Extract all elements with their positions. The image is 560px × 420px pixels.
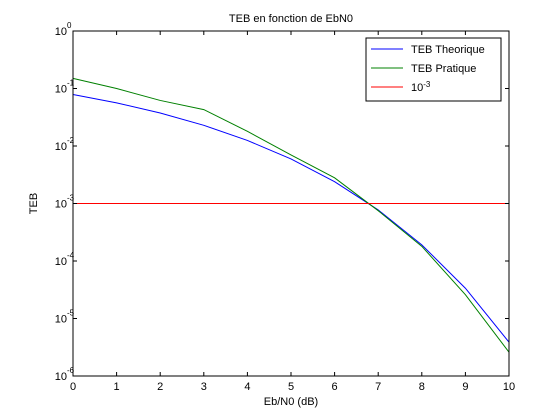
legend-label-exponent: -3 xyxy=(423,80,431,89)
x-tick-label: 7 xyxy=(375,381,381,393)
chart-title: TEB en fonction de EbN0 xyxy=(229,13,353,25)
x-tick-label: 4 xyxy=(244,381,250,393)
series-line-0 xyxy=(72,94,510,343)
y-tick-label: 10 xyxy=(55,314,67,326)
y-tick-exponent: -3 xyxy=(67,194,75,203)
y-tick-label: 10 xyxy=(55,371,67,383)
y-tick-label: 10 xyxy=(55,84,67,96)
x-tick-label: 0 xyxy=(70,381,76,393)
series-layer xyxy=(72,77,510,353)
y-tick-exponent: 0 xyxy=(67,21,72,30)
y-tick-exponent: -1 xyxy=(67,79,75,88)
x-tick-label: 9 xyxy=(462,381,468,393)
x-tick-label: 6 xyxy=(332,381,338,393)
y-tick-exponent: -4 xyxy=(67,251,75,260)
y-tick-label: 10 xyxy=(55,199,67,211)
y-axis-title: TEB xyxy=(28,193,40,214)
x-tick-label: 1 xyxy=(114,381,120,393)
x-tick-label: 8 xyxy=(419,381,425,393)
x-tick-label: 10 xyxy=(503,381,515,393)
y-tick-exponent: -5 xyxy=(67,309,75,318)
legend-label-1: TEB Pratique xyxy=(411,63,476,75)
y-tick-exponent: -2 xyxy=(67,136,75,145)
series-line-1 xyxy=(72,77,510,353)
y-tick-label: 10 xyxy=(55,26,67,38)
x-tick-label: 5 xyxy=(288,381,294,393)
x-tick-label: 3 xyxy=(201,381,207,393)
x-axis-title: Eb/N0 (dB) xyxy=(264,396,318,408)
y-tick-label: 10 xyxy=(55,141,67,153)
y-tick-label: 10 xyxy=(55,256,67,268)
y-tick-exponent: -6 xyxy=(67,366,75,375)
legend-label-0: TEB Theorique xyxy=(411,44,485,56)
x-tick-label: 2 xyxy=(157,381,163,393)
